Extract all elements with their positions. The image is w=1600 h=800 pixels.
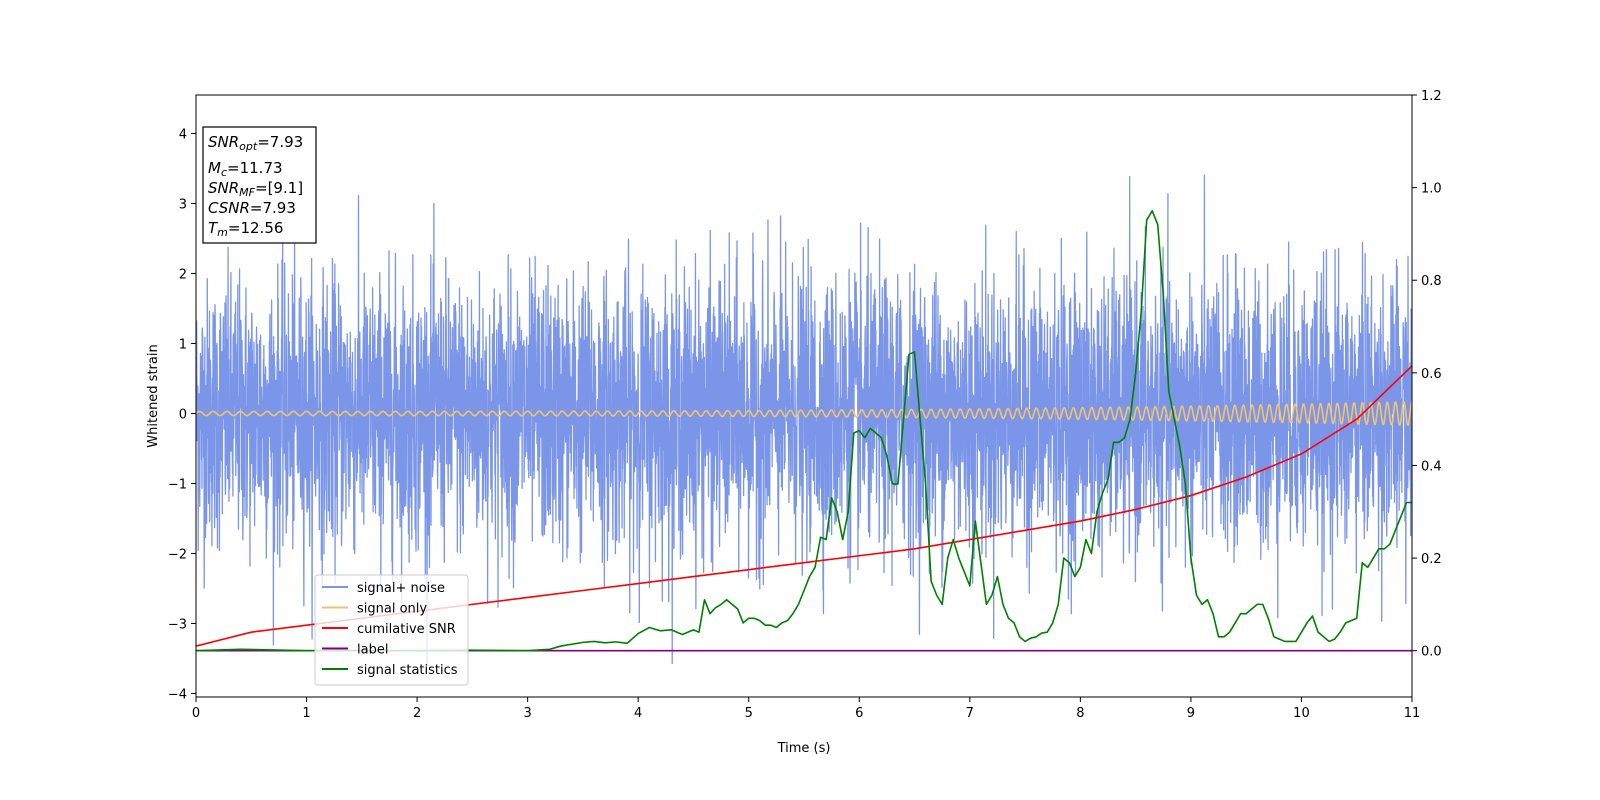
x-tick-label: 5 bbox=[745, 706, 753, 721]
y2-tick-label: 0.0 bbox=[1421, 645, 1442, 660]
info-line: CSNR=7.93 bbox=[208, 199, 296, 217]
y-tick-label: −4 bbox=[168, 688, 187, 703]
y2-tick-label: 1.0 bbox=[1421, 182, 1442, 197]
plot-frame bbox=[195, 94, 1413, 698]
y-tick-label: −2 bbox=[168, 548, 187, 563]
legend-label: signal only bbox=[357, 602, 427, 617]
x-tick-label: 9 bbox=[1187, 706, 1195, 721]
x-tick-label: 6 bbox=[855, 706, 863, 721]
y-tick-label: −1 bbox=[168, 478, 187, 493]
info-box-frame bbox=[202, 126, 317, 244]
y-tick-label: −3 bbox=[168, 618, 187, 633]
y-tick-label: 4 bbox=[179, 128, 187, 143]
x-tick-label: 2 bbox=[413, 706, 421, 721]
y-tick-label: 0 bbox=[179, 408, 187, 423]
info-line: SNRopt=7.93 bbox=[208, 133, 303, 153]
y2-tick-label: 0.4 bbox=[1421, 459, 1442, 474]
legend-label: label bbox=[357, 643, 388, 658]
x-tick-label: 11 bbox=[1404, 706, 1421, 721]
x-tick-label: 3 bbox=[523, 706, 531, 721]
y-tick-label: 1 bbox=[179, 338, 187, 353]
y2-tick-label: 1.2 bbox=[1421, 89, 1442, 104]
y-tick-label: 2 bbox=[179, 268, 187, 283]
legend-label: signal+ noise bbox=[357, 581, 445, 596]
info-line: SNRMF=[9.1] bbox=[208, 179, 303, 199]
x-tick-label: 10 bbox=[1293, 706, 1310, 721]
legend: signal+ noise signal only cumilative SNR la… bbox=[314, 574, 469, 686]
y2-tick-label: 0.6 bbox=[1421, 367, 1442, 382]
x-tick-label: 4 bbox=[634, 706, 642, 721]
y2-tick-label: 0.8 bbox=[1421, 274, 1442, 289]
legend-label: signal statistics bbox=[357, 663, 458, 678]
x-tick-label: 0 bbox=[192, 706, 200, 721]
y-axis-label: Whitened strain bbox=[146, 344, 161, 447]
series-line-4 bbox=[196, 209, 1412, 652]
legend-label: cumilative SNR bbox=[357, 622, 456, 637]
x-tick-label: 1 bbox=[302, 706, 310, 721]
series-line-0 bbox=[196, 174, 1412, 667]
y2-tick-label: 0.2 bbox=[1421, 552, 1442, 567]
info-line: Tm=12.56 bbox=[208, 219, 283, 239]
y-tick-label: 3 bbox=[179, 198, 187, 213]
axes: 0 1 2 3 4 5 6 7 8 9 10 11 −4 −3 −2 −1 0 1 2 3 4 0.0 0.2 0.4 0.6 0… bbox=[168, 89, 1442, 721]
x-tick-label: 8 bbox=[1076, 706, 1084, 721]
info-line: Mc=11.73 bbox=[208, 159, 283, 179]
x-tick-label: 7 bbox=[966, 706, 974, 721]
x-axis-label: Time (s) bbox=[777, 741, 831, 756]
legend-box bbox=[314, 574, 469, 686]
series-line-1 bbox=[196, 401, 1412, 427]
